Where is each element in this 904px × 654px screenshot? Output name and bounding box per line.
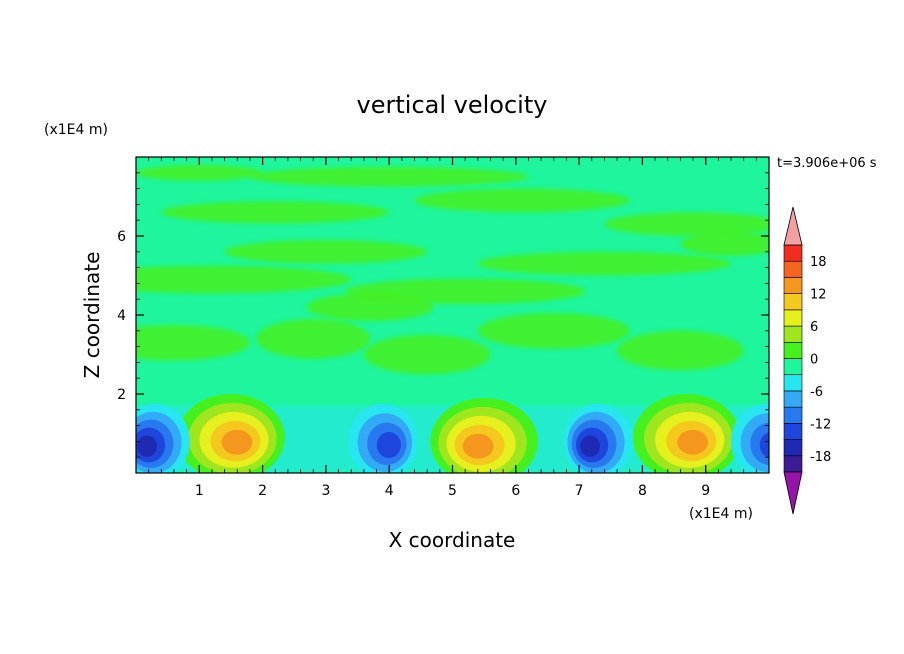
- field-streak: [306, 293, 434, 321]
- downdraft-contour: [759, 432, 769, 458]
- colorbar-band: [783, 374, 803, 392]
- field-streak: [256, 318, 371, 359]
- field-streak: [414, 188, 630, 213]
- x-tick-label: 3: [321, 483, 330, 499]
- field-streak: [617, 330, 744, 371]
- downdraft-contour: [376, 431, 401, 459]
- x-axis-label: X coordinate: [389, 528, 516, 552]
- y-unit-label: (x1E4 m): [44, 122, 108, 138]
- colorbar-band: [783, 277, 803, 294]
- plot-area: [136, 157, 769, 473]
- downdraft-contour: [580, 435, 601, 457]
- downdraft-contour: [750, 422, 769, 465]
- field-streak: [477, 251, 732, 276]
- colorbar: 18 12 6 0 -6 -12 -18: [783, 206, 831, 515]
- colorbar-tick-label: 6: [810, 320, 818, 335]
- field-streak: [363, 334, 491, 375]
- colorbar-band: [783, 260, 803, 278]
- field-streak: [249, 166, 529, 187]
- colorbar-band: [783, 358, 803, 376]
- x-axis: 1 2 3 4 5 6 7 8 9: [148, 157, 770, 499]
- colorbar-band: [783, 293, 803, 311]
- field-streak: [680, 232, 769, 256]
- x-tick-label: 6: [511, 483, 520, 499]
- colorbar-tick-label: 0: [810, 353, 818, 368]
- colorbar-band: [783, 341, 803, 359]
- y-tick-label: 2: [117, 387, 126, 403]
- colorbar-tick-label: -12: [810, 417, 831, 432]
- colorbar-extend-low: [783, 471, 803, 515]
- colorbar-tick-label: -6: [810, 385, 823, 400]
- field-streak: [136, 265, 352, 294]
- updraft-contour: [462, 433, 494, 459]
- colorbar-band: [783, 244, 803, 262]
- y-axis: 2 4 6: [117, 172, 769, 458]
- y-tick-label: 4: [117, 308, 126, 324]
- x-tick-label: 9: [701, 483, 710, 499]
- x-tick-label: 5: [448, 483, 457, 499]
- colorbar-band: [783, 309, 803, 327]
- chart-title: vertical velocity: [357, 91, 548, 119]
- colorbar-tick-label: 18: [810, 255, 827, 270]
- x-tick-label: 4: [385, 483, 394, 499]
- updraft-contour: [221, 429, 253, 455]
- field-streak: [161, 201, 390, 224]
- time-label: t=3.906e+06 s: [777, 156, 877, 171]
- colorbar-band: [783, 325, 803, 343]
- field-streak: [477, 313, 630, 349]
- x-tick-label: 2: [258, 483, 267, 499]
- updraft-contour: [677, 429, 709, 455]
- velocity-field: [136, 164, 769, 473]
- downdraft-contour: [137, 435, 157, 457]
- y-axis-label: Z coordinate: [80, 252, 104, 379]
- colorbar-band: [783, 390, 803, 408]
- field-streak: [136, 164, 263, 181]
- colorbar-band: [783, 423, 803, 440]
- y-tick-label: 6: [117, 229, 126, 245]
- colorbar-band: [783, 455, 803, 473]
- colorbar-tick-label: -18: [810, 450, 831, 465]
- colorbar-band: [783, 406, 803, 424]
- colorbar-tick-label: 12: [810, 288, 827, 303]
- colorbar-band: [783, 439, 803, 457]
- field-streak: [224, 239, 428, 264]
- colorbar-extend-high: [783, 206, 803, 246]
- x-tick-label: 7: [575, 483, 584, 499]
- x-tick-label: 1: [195, 483, 204, 499]
- field-streak: [136, 324, 250, 361]
- field-streak: [604, 212, 769, 236]
- x-tick-label: 8: [638, 483, 647, 499]
- x-unit-label: (x1E4 m): [689, 506, 753, 522]
